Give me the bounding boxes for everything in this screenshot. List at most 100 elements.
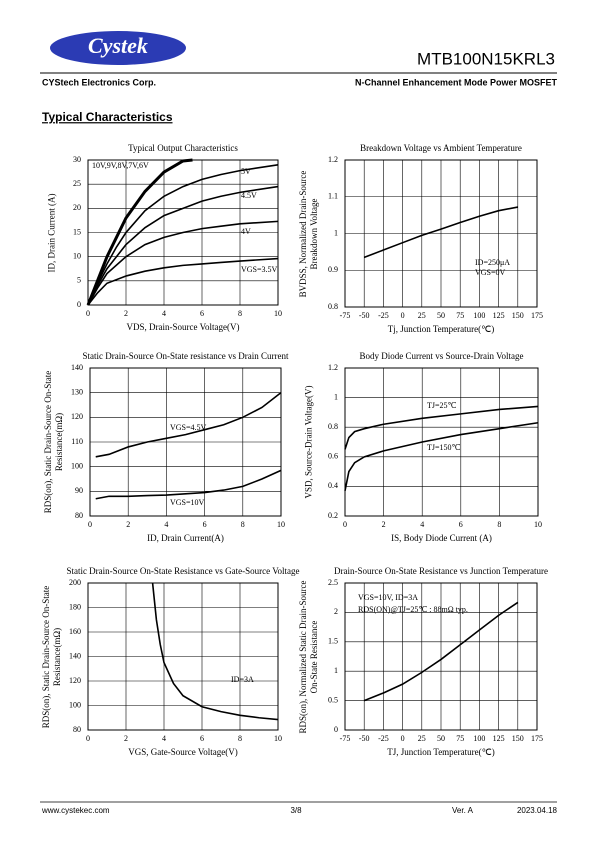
curve-label: TJ=25℃ <box>427 401 457 410</box>
curve <box>95 392 282 458</box>
x-tick-label: 4 <box>162 734 166 743</box>
x-tick-label: -50 <box>359 734 370 743</box>
x-tick-label: 50 <box>437 734 445 743</box>
x-tick-label: 10 <box>534 520 542 529</box>
y-tick-label: 160 <box>69 627 81 636</box>
x-tick-label: 150 <box>512 311 524 320</box>
x-tick-label: 0 <box>86 734 90 743</box>
y-tick-label: 0.2 <box>328 511 338 520</box>
x-tick-label: 10 <box>277 520 285 529</box>
x-tick-label: 2 <box>124 309 128 318</box>
logo-shape <box>50 31 186 65</box>
plot-frame <box>344 159 538 308</box>
y-tick-label: 0.5 <box>328 695 338 704</box>
y-tick-label: 1.5 <box>328 637 338 646</box>
y-tick-label: 90 <box>75 486 83 495</box>
annotation: VGS=0V <box>475 268 506 277</box>
x-tick-label: 100 <box>473 311 485 320</box>
section-title: Typical Characteristics <box>42 110 173 124</box>
website: www.cystekec.com <box>41 806 110 815</box>
annotation: ID=250μA <box>475 258 510 267</box>
chart-title: Typical Output Characteristics <box>128 143 238 153</box>
plot-frame <box>89 367 282 517</box>
x-tick-label: -25 <box>378 311 389 320</box>
curve <box>344 421 539 491</box>
version: Ver. A <box>452 806 474 815</box>
x-tick-label: 175 <box>531 311 543 320</box>
y-axis-label: RDS(on), Normalized Static Drain-Source … <box>298 580 319 733</box>
x-tick-label: 8 <box>238 734 242 743</box>
curve-label: 4V <box>241 227 251 236</box>
curve <box>363 206 518 259</box>
curve <box>151 582 279 721</box>
curve-label: VGS=10V <box>170 498 205 507</box>
x-tick-label: 0 <box>86 309 90 318</box>
curve <box>87 185 279 306</box>
curve-label: VGS=4.5V <box>170 423 207 432</box>
annotation: ID=3A <box>231 675 254 684</box>
y-tick-label: 5 <box>77 276 81 285</box>
curve <box>344 405 539 450</box>
y-tick-label: 1.1 <box>328 192 338 201</box>
x-tick-label: 4 <box>164 520 168 529</box>
company: CYStech Electronics Corp. <box>42 77 156 87</box>
curve-label: VGS=3.5V <box>241 265 278 274</box>
y-tick-label: 1 <box>334 392 338 401</box>
chart-title: Drain-Source On-State Resistance vs Junc… <box>334 566 548 576</box>
y-tick-label: 0.4 <box>328 481 338 490</box>
y-tick-label: 100 <box>71 461 83 470</box>
x-tick-label: 50 <box>437 311 445 320</box>
x-tick-label: 6 <box>459 520 463 529</box>
curve <box>86 158 193 306</box>
x-tick-label: 0 <box>401 311 405 320</box>
plot-frame <box>344 367 539 517</box>
plot-frame <box>87 582 279 731</box>
chart-title: Static Drain-Source On-State Resistance … <box>66 566 300 576</box>
x-tick-label: 0 <box>88 520 92 529</box>
x-axis-label: Tj, Junction Temperature(℃) <box>387 324 495 334</box>
y-tick-label: 25 <box>73 179 81 188</box>
y-axis-label: RDS(on), Static Drain-Source On-State Re… <box>41 585 62 728</box>
curve <box>363 601 519 702</box>
x-tick-label: 25 <box>418 311 426 320</box>
x-tick-label: -75 <box>340 311 351 320</box>
y-tick-label: 100 <box>69 700 81 709</box>
y-tick-label: 0 <box>77 300 81 309</box>
x-tick-label: 8 <box>238 309 242 318</box>
x-axis-label: VDS, Drain-Source Voltage(V) <box>126 322 240 332</box>
x-tick-label: 125 <box>493 734 505 743</box>
y-tick-label: 0.8 <box>328 422 338 431</box>
x-tick-label: -50 <box>359 311 370 320</box>
y-tick-label: 130 <box>71 387 83 396</box>
x-tick-label: 0 <box>343 520 347 529</box>
plot-frame <box>344 582 538 731</box>
curve-label: 4.5V <box>241 191 257 200</box>
annotation: VGS=10V, ID=3A <box>358 593 418 602</box>
curve-label: 5V <box>241 167 251 176</box>
y-tick-label: 0 <box>334 725 338 734</box>
curve-label: 10V,9V,8V,7V,6V <box>92 161 149 170</box>
chart-title: Static Drain-Source On-State resistance … <box>82 351 289 361</box>
chart-title: Breakdown Voltage vs Ambient Temperature <box>360 143 522 153</box>
x-tick-label: -75 <box>340 734 351 743</box>
y-tick-label: 0.6 <box>328 452 338 461</box>
curve-label: TJ=150℃ <box>427 443 461 452</box>
page-number: 3/8 <box>290 806 302 815</box>
x-tick-label: 2 <box>126 520 130 529</box>
y-tick-label: 1.2 <box>328 363 338 372</box>
x-tick-label: 2 <box>382 520 386 529</box>
x-tick-label: 75 <box>456 734 464 743</box>
x-tick-label: 6 <box>200 734 204 743</box>
y-tick-label: 0.8 <box>328 302 338 311</box>
x-axis-label: TJ, Junction Temperature(℃) <box>387 747 495 757</box>
x-tick-label: -25 <box>378 734 389 743</box>
y-axis-label: BVDSS, Normalized Drain-Source Breakdown… <box>298 170 319 297</box>
x-axis-label: VGS, Gate-Source Voltage(V) <box>128 747 238 757</box>
y-tick-label: 180 <box>69 602 81 611</box>
x-tick-label: 75 <box>456 311 464 320</box>
part-number: MTB100N15KRL3 <box>417 49 555 68</box>
y-tick-label: 30 <box>73 155 81 164</box>
x-tick-label: 10 <box>274 734 282 743</box>
curve <box>87 164 279 306</box>
